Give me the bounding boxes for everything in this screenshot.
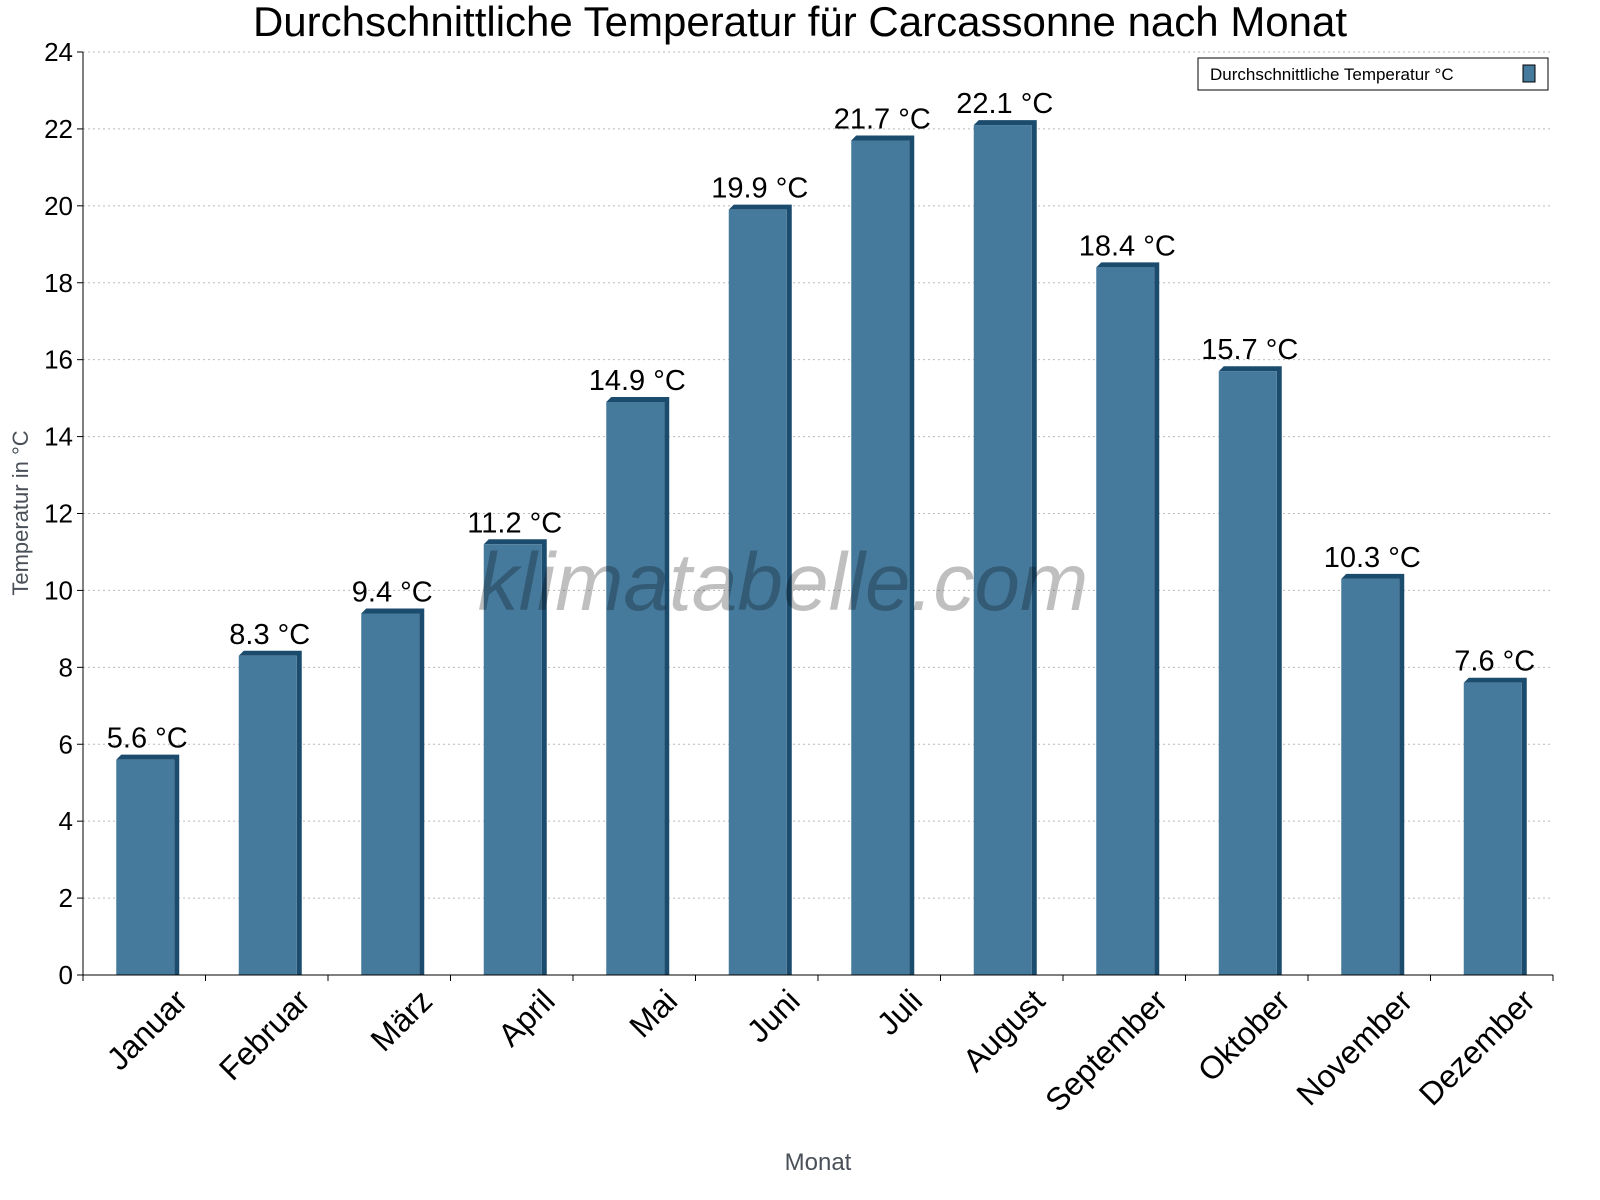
bars — [116, 120, 1527, 976]
data-label: 14.9 °C — [589, 365, 686, 397]
y-tick-label: 18 — [44, 268, 73, 298]
x-tick-label: Februar — [212, 982, 317, 1087]
y-tick-label: 22 — [44, 114, 73, 144]
y-tick-label: 0 — [59, 960, 73, 990]
chart-title: Durchschnittliche Temperatur für Carcass… — [253, 0, 1347, 45]
y-tick-label: 6 — [59, 729, 73, 759]
bar — [851, 140, 910, 975]
data-label: 19.9 °C — [711, 173, 808, 205]
bar — [238, 655, 297, 975]
x-tick-label: Juli — [870, 982, 929, 1041]
y-tick-label: 10 — [44, 575, 73, 605]
data-label: 15.7 °C — [1201, 334, 1298, 366]
bar — [483, 544, 542, 975]
y-tick-label: 8 — [59, 652, 73, 682]
legend-swatch — [1522, 64, 1536, 83]
data-label: 8.3 °C — [229, 619, 310, 651]
bar — [1341, 578, 1400, 975]
x-tick-label: Januar — [100, 982, 195, 1077]
data-label: 7.6 °C — [1454, 646, 1535, 678]
y-axis-label: Temperatur in °C — [8, 430, 33, 595]
y-tick-label: 12 — [44, 499, 73, 529]
x-tick-label: April — [491, 982, 562, 1053]
legend: Durchschnittliche Temperatur °C — [1197, 57, 1549, 91]
y-tick-label: 24 — [44, 37, 73, 67]
data-label: 21.7 °C — [834, 103, 931, 135]
y-tick-label: 14 — [44, 422, 73, 452]
watermark: klimatabelle.com — [478, 537, 1089, 628]
legend-label: Durchschnittliche Temperatur °C — [1210, 65, 1454, 84]
x-tick-label: August — [956, 982, 1052, 1078]
bar — [1218, 371, 1277, 975]
data-label: 22.1 °C — [956, 88, 1053, 120]
y-tick-label: 16 — [44, 345, 73, 375]
x-tick-label: Oktober — [1191, 982, 1297, 1088]
y-tick-label: 2 — [59, 883, 73, 913]
data-label: 18.4 °C — [1079, 230, 1176, 262]
bar — [606, 401, 665, 975]
bar — [728, 209, 787, 975]
bar — [361, 613, 420, 975]
bar — [116, 759, 175, 975]
data-label: 10.3 °C — [1324, 542, 1421, 574]
y-tick-label: 4 — [59, 806, 73, 836]
data-label: 11.2 °C — [467, 507, 562, 539]
bar — [1096, 267, 1155, 975]
x-tick-label: November — [1289, 982, 1419, 1112]
x-tick-label: Mai — [622, 982, 684, 1044]
grid-lines — [83, 51, 1553, 899]
x-tick-label: September — [1038, 982, 1174, 1118]
x-tick-label: März — [363, 982, 439, 1058]
data-label: 9.4 °C — [352, 576, 433, 608]
bar — [973, 125, 1032, 976]
bar — [1463, 682, 1522, 975]
x-tick-label: Juni — [740, 982, 807, 1049]
data-labels: 5.6 °C 8.3 °C 9.4 °C 11.2 °C 14.9 °C 19.9 °C 2… — [107, 88, 1535, 755]
legend-box — [1197, 57, 1549, 91]
y-tick-label: 20 — [44, 191, 73, 221]
x-axis-label: Monat — [785, 1149, 852, 1176]
data-label: 5.6 °C — [107, 723, 188, 755]
x-tick-label: Dezember — [1412, 982, 1542, 1112]
